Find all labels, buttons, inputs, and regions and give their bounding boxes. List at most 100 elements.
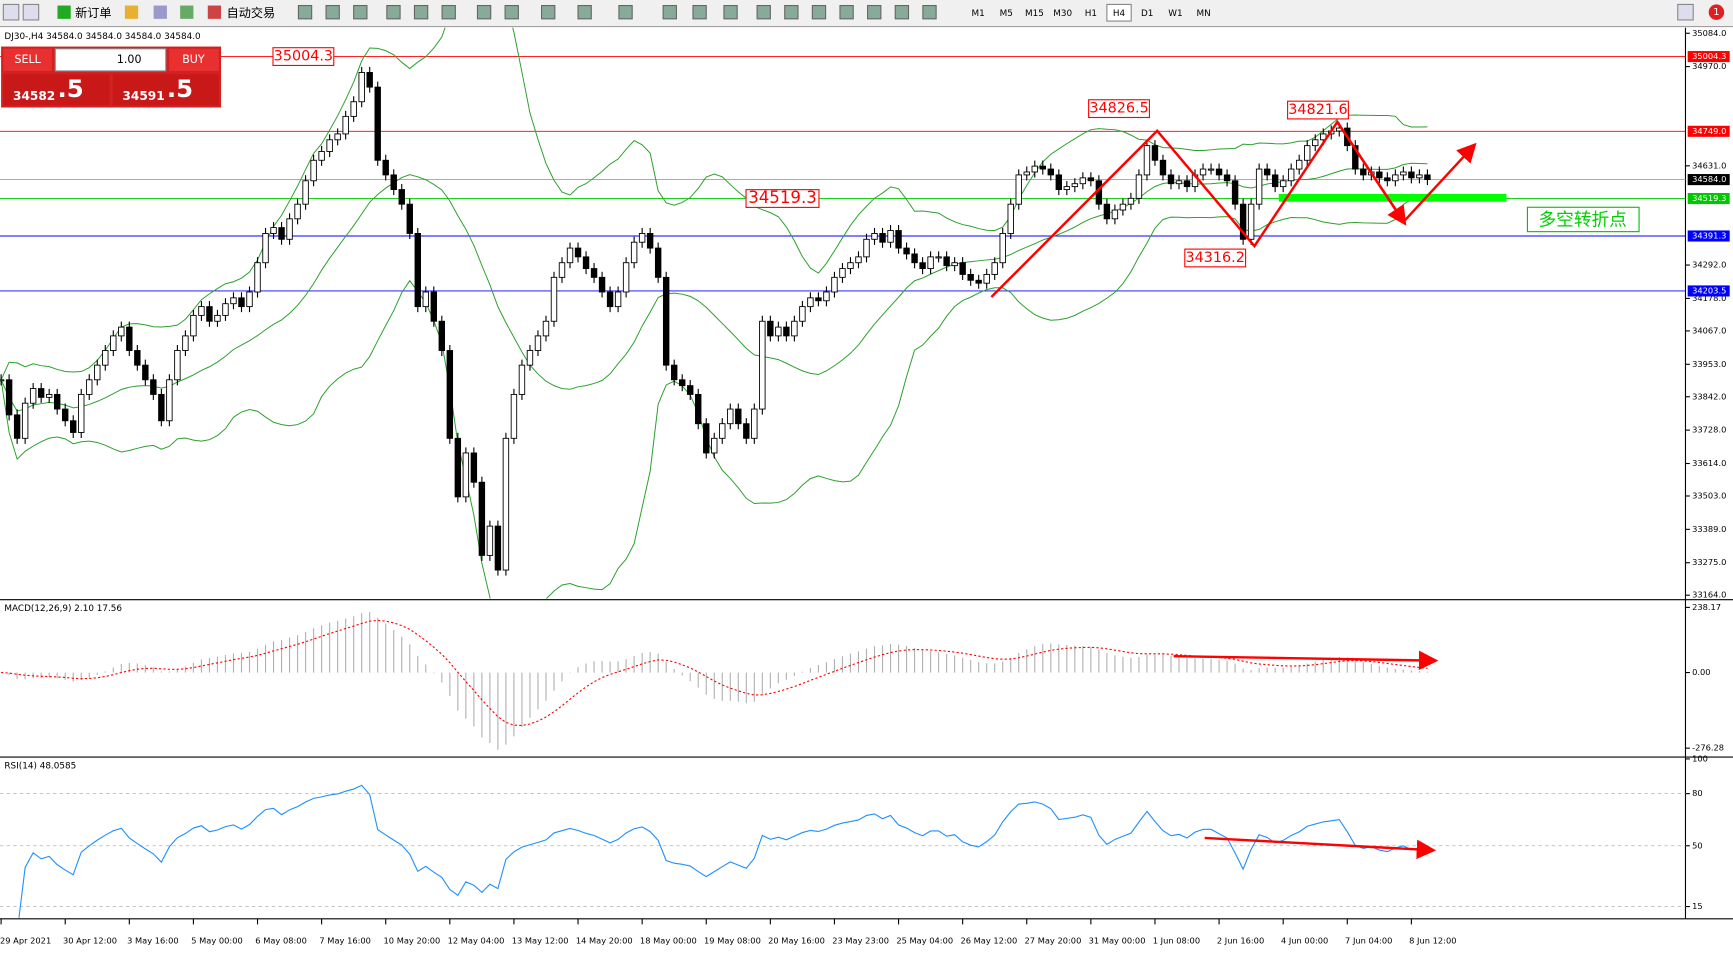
candle bbox=[975, 279, 982, 284]
tool-icon[interactable] bbox=[867, 4, 882, 20]
candle bbox=[1167, 174, 1175, 185]
x-tick-label: 26 May 12:00 bbox=[960, 936, 1017, 946]
tool-icon[interactable] bbox=[811, 4, 827, 20]
notification-badge[interactable] bbox=[1708, 4, 1725, 20]
x-tick-label: 7 May 16:00 bbox=[319, 936, 371, 946]
candle bbox=[262, 233, 269, 264]
candle bbox=[1416, 174, 1423, 179]
symbol-info: DJ30-,H4 34584.0 34584.0 34584.0 34584.0 bbox=[4, 32, 201, 42]
candle bbox=[815, 297, 822, 302]
timeframe-button[interactable]: H4 bbox=[1113, 9, 1126, 19]
y-tick-label: 100 bbox=[1692, 753, 1708, 763]
candle bbox=[118, 326, 125, 337]
candle bbox=[1400, 171, 1407, 176]
y-tick-label: 34178.0 bbox=[1692, 293, 1726, 303]
candle bbox=[703, 423, 710, 454]
tool-icon[interactable] bbox=[386, 4, 401, 20]
new-order-icon[interactable] bbox=[57, 5, 71, 19]
candle bbox=[1119, 203, 1127, 211]
trend-arrow bbox=[990, 119, 1477, 298]
tool-icon[interactable] bbox=[577, 4, 592, 20]
candle bbox=[1079, 177, 1087, 185]
timeframe-button[interactable]: H1 bbox=[1085, 9, 1097, 19]
sell-price-pips[interactable]: .5 bbox=[57, 74, 83, 103]
tool-icon[interactable] bbox=[325, 4, 340, 20]
search-icon[interactable] bbox=[1677, 3, 1694, 21]
buy-price-pips[interactable]: .5 bbox=[167, 74, 193, 103]
candle bbox=[526, 350, 534, 366]
tool-icon[interactable] bbox=[124, 5, 139, 19]
candle bbox=[566, 247, 574, 264]
buy-label[interactable]: BUY bbox=[182, 53, 205, 66]
tool-icon[interactable] bbox=[441, 4, 456, 20]
candle bbox=[831, 276, 838, 293]
price-annotation-box bbox=[1184, 248, 1247, 268]
tool-icon[interactable] bbox=[922, 4, 937, 20]
tool-icon[interactable] bbox=[297, 4, 313, 20]
note-text: 多空转折点 bbox=[1539, 210, 1627, 231]
toolbar bbox=[0, 0, 1733, 27]
candle bbox=[110, 335, 117, 351]
sell-price-box[interactable] bbox=[3, 74, 110, 106]
tool-icon[interactable] bbox=[180, 5, 194, 19]
tool-icons bbox=[297, 4, 937, 20]
tool-icon[interactable] bbox=[153, 5, 167, 19]
candle bbox=[302, 180, 309, 205]
lots-value[interactable]: 1.00 bbox=[117, 53, 142, 66]
timeframe-button[interactable]: M30 bbox=[1053, 9, 1072, 19]
timeframe-button[interactable]: M1 bbox=[972, 9, 985, 19]
level-tag bbox=[1687, 285, 1730, 297]
y-tick-label: 33389.0 bbox=[1692, 524, 1726, 534]
tool-icon[interactable] bbox=[662, 4, 677, 20]
new-order-button[interactable]: 新订单 bbox=[75, 5, 111, 20]
lots-input[interactable] bbox=[54, 48, 167, 72]
tool-icon[interactable] bbox=[784, 4, 799, 20]
tool-icon[interactable] bbox=[894, 4, 910, 20]
tool-icon[interactable] bbox=[353, 4, 368, 20]
candle bbox=[1031, 165, 1038, 173]
auto-trading-icon[interactable] bbox=[207, 5, 222, 19]
sell-price[interactable]: 34582 bbox=[13, 89, 55, 103]
candle bbox=[1231, 180, 1239, 205]
candle bbox=[45, 393, 53, 398]
candle bbox=[1135, 174, 1143, 199]
timeframe-button[interactable]: D1 bbox=[1141, 9, 1153, 19]
tool-icon[interactable] bbox=[504, 4, 519, 20]
candle bbox=[29, 388, 37, 404]
y-tick-label: 238.17 bbox=[1692, 602, 1721, 612]
timeframe-button[interactable]: W1 bbox=[1168, 9, 1182, 19]
tool-icon[interactable] bbox=[756, 4, 771, 20]
tool-icon[interactable] bbox=[839, 4, 854, 20]
sell-button[interactable] bbox=[3, 48, 52, 71]
tool-icon[interactable] bbox=[723, 4, 738, 20]
x-tick-label: 6 May 08:00 bbox=[255, 936, 307, 946]
candle bbox=[230, 297, 237, 305]
timeframe-button[interactable]: MN bbox=[1196, 9, 1210, 19]
candle bbox=[654, 247, 662, 278]
tool-icon[interactable] bbox=[22, 3, 40, 21]
candle bbox=[21, 402, 29, 439]
tool-icon[interactable] bbox=[413, 4, 429, 20]
buy-price-box[interactable] bbox=[112, 74, 219, 106]
candle bbox=[486, 525, 494, 556]
candle bbox=[678, 379, 686, 387]
candle bbox=[791, 320, 798, 337]
candle bbox=[598, 276, 606, 293]
tool-icon[interactable] bbox=[2, 3, 20, 21]
x-tick-label: 27 May 20:00 bbox=[1025, 936, 1082, 946]
timeframe-button[interactable]: M15 bbox=[1025, 9, 1044, 19]
timeframe-button[interactable]: M5 bbox=[1000, 9, 1013, 19]
buy-button[interactable] bbox=[169, 48, 219, 71]
buy-price[interactable]: 34591 bbox=[122, 89, 164, 103]
auto-trading-button[interactable]: 自动交易 bbox=[227, 5, 276, 20]
tool-icon[interactable] bbox=[618, 4, 633, 20]
x-tick-label: 1 Jun 08:00 bbox=[1153, 936, 1200, 946]
tool-icon[interactable] bbox=[541, 4, 556, 20]
candle bbox=[310, 159, 317, 182]
tool-icon[interactable] bbox=[476, 4, 492, 20]
candle bbox=[887, 230, 894, 243]
sell-label[interactable]: SELL bbox=[14, 53, 41, 66]
candle bbox=[1304, 145, 1311, 161]
candle bbox=[630, 241, 638, 264]
tool-icon[interactable] bbox=[692, 4, 707, 20]
